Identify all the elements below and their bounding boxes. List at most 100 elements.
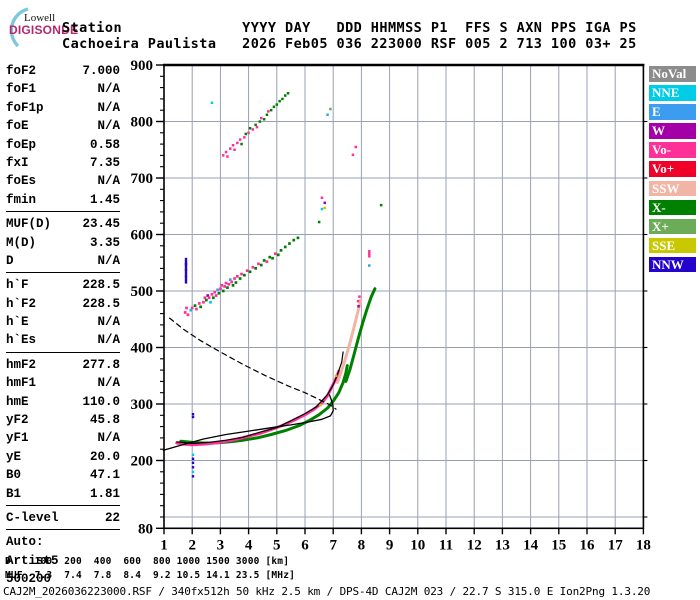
x-tick-label: 11 (439, 537, 453, 553)
echo-dot (216, 288, 219, 292)
echo-dot (320, 196, 324, 199)
echo-dot (245, 269, 249, 272)
param-label: Auto: (6, 535, 44, 550)
echo-dot (323, 201, 326, 205)
echo-dot (233, 277, 236, 280)
echo-dot (197, 302, 201, 305)
echo-dot (231, 144, 235, 147)
param-label: hmE (6, 394, 29, 409)
param-row-foep: foEp 0.58 (6, 136, 120, 154)
param-value: 7.35 (89, 155, 120, 170)
param-row-foes: foEs N/A (6, 172, 120, 190)
param-row-hf: h`F 228.5 (6, 276, 120, 294)
echo-dot (260, 116, 263, 120)
x-tick-label: 17 (608, 537, 624, 553)
echo-dot (292, 238, 296, 242)
param-row-md: M(D) 3.35 (6, 234, 120, 252)
echo-dot (210, 101, 214, 105)
x-tick-label: 1 (160, 537, 168, 553)
echo-dot (247, 131, 250, 135)
param-value: N/A (97, 333, 120, 348)
echo-dot (184, 257, 188, 266)
echo-dot (207, 296, 211, 300)
echo-dot (231, 284, 235, 287)
echo-dot (219, 287, 222, 291)
param-label: yF1 (6, 431, 29, 446)
param-label: MUF(D) (6, 217, 52, 232)
logo-lowell-text: Lowell (24, 12, 56, 24)
param-divider (6, 272, 120, 274)
echo-dot (262, 259, 266, 262)
param-value: 45.8 (89, 413, 120, 428)
echo-dot (243, 136, 246, 139)
echo-dot (210, 293, 214, 296)
echo-dot (269, 108, 273, 112)
y-tick-label: 300 (131, 397, 154, 413)
d-distance-scale: D 100 200 400 600 800 1000 1500 3000 [km… (5, 556, 290, 567)
echo-dot (220, 284, 224, 287)
echo-dot (379, 203, 383, 207)
param-value: N/A (97, 315, 120, 330)
param-row-500200: 500200 (6, 570, 120, 588)
header-columns-row: Station YYYY DAY DDD HHMMSS P1 FFS S AXN… (62, 20, 637, 36)
param-label: h`F (6, 278, 29, 293)
x-tick-label: 12 (467, 537, 482, 553)
logo-arc-icon (9, 7, 29, 48)
x-tick-label: 10 (410, 537, 425, 553)
param-value: N/A (97, 174, 120, 189)
echo-dot (276, 253, 280, 257)
param-value: 3.35 (89, 235, 120, 250)
param-label: yE (6, 449, 22, 464)
station-values-row: Cachoeira Paulista 2026 Feb05 036 223000… (62, 36, 637, 52)
echo-dot (274, 252, 277, 256)
echo-dot (236, 275, 239, 278)
param-divider (6, 211, 120, 213)
param-row-hmf2: hmF2 277.8 (6, 356, 120, 374)
legend-item-x-plus: X+ (649, 218, 696, 235)
legend-item-vo-minus: Vo- (649, 142, 696, 158)
echo-dot (329, 107, 332, 111)
echo-dot (251, 265, 255, 269)
param-label: h`E (6, 315, 29, 330)
echo-dot (323, 206, 326, 210)
plot-border (163, 64, 645, 530)
param-value: N/A (97, 431, 120, 446)
param-row-hme: hmE 110.0 (6, 393, 120, 411)
echo-dot (236, 141, 239, 145)
echo-dot (281, 97, 284, 101)
param-row-hf2: h`F2 228.5 (6, 295, 120, 313)
echo-dot (238, 138, 242, 141)
echo-dot (184, 262, 188, 271)
param-row-mufd: MUF(D) 23.45 (6, 215, 120, 233)
echo-dot (191, 453, 195, 456)
echo-dot (212, 296, 215, 300)
x-tick-label: 14 (523, 537, 539, 553)
param-row-hes: h`Es N/A (6, 331, 120, 349)
param-label: foE (6, 119, 29, 134)
echo-dot (275, 103, 279, 106)
param-row-yf2: yF2 45.8 (6, 411, 120, 429)
echo-dot (267, 110, 270, 113)
echo-dot (206, 294, 210, 297)
param-value: N/A (97, 82, 120, 97)
echo-dot (278, 99, 281, 103)
param-label: yF2 (6, 413, 29, 428)
echo-dot (217, 291, 221, 295)
param-label: B1 (6, 486, 22, 501)
y-tick-label: 200 (131, 454, 154, 470)
param-row-fof1p: foF1p N/A (6, 99, 120, 117)
legend-item-e: E (649, 104, 696, 120)
param-label: hmF1 (6, 376, 37, 391)
param-value: N/A (97, 253, 120, 268)
x-tick-label: 18 (636, 537, 651, 553)
trace-true-height-profile (162, 394, 334, 451)
param-row-clevel: C-level 22 (6, 509, 120, 527)
param-label: h`F2 (6, 296, 37, 311)
echo-dot (368, 249, 371, 258)
param-label: B0 (6, 468, 22, 483)
echo-dot (226, 286, 229, 289)
y-tick-label: 500 (131, 284, 154, 300)
x-tick-label: 9 (386, 537, 394, 553)
echo-dot (190, 306, 194, 310)
echo-dot (286, 92, 290, 95)
